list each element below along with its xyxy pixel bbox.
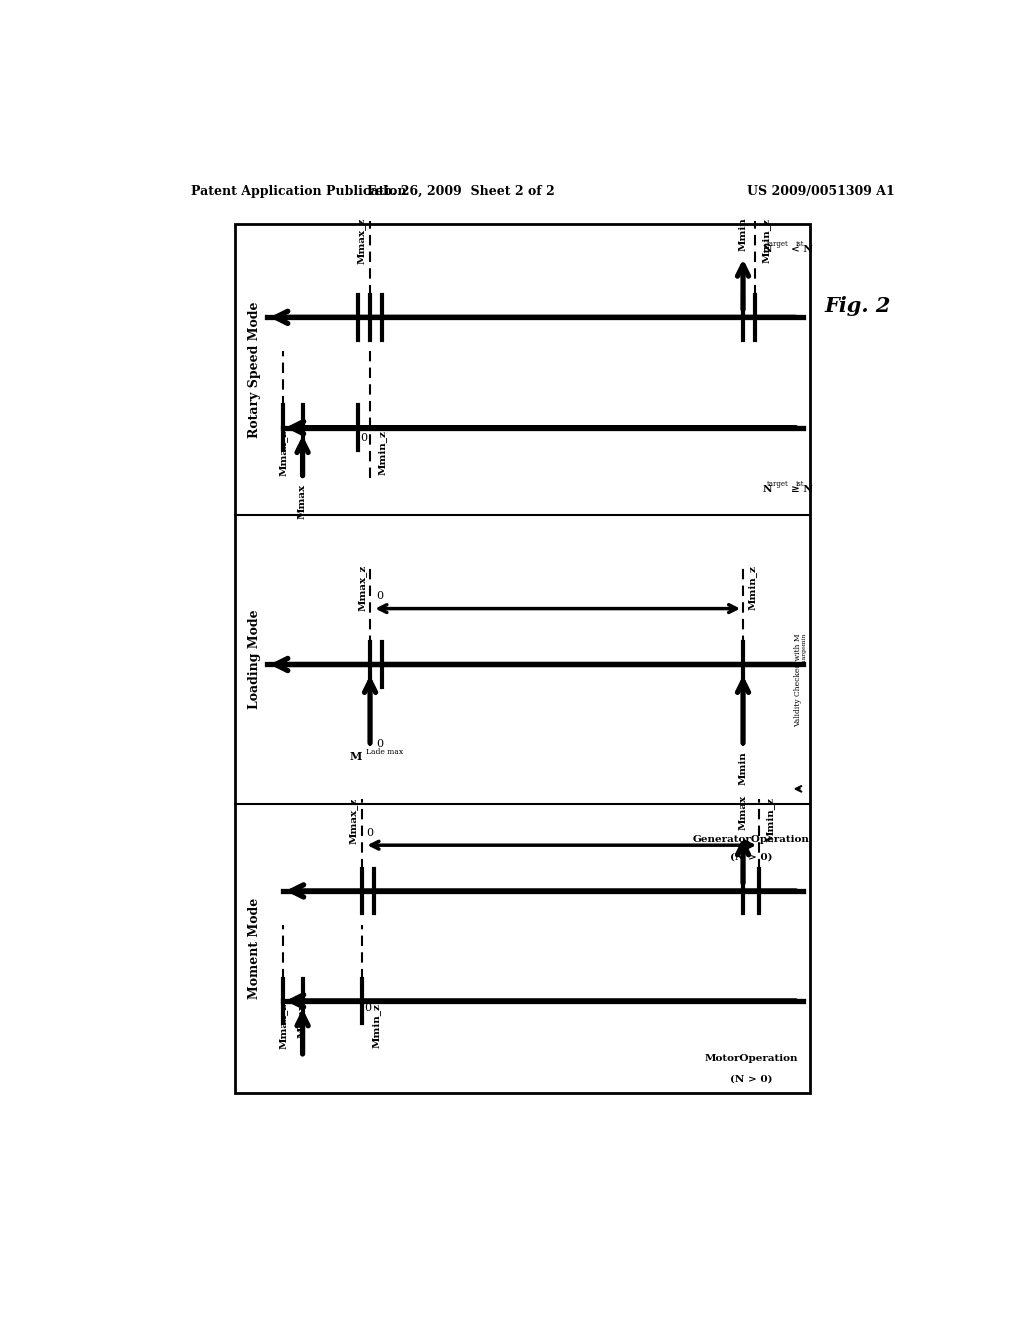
Text: Validity Checked with M: Validity Checked with M: [795, 632, 803, 726]
Text: Mmin: Mmin: [738, 218, 748, 251]
Text: 0: 0: [377, 591, 384, 602]
Text: M: M: [350, 751, 362, 762]
Text: 0: 0: [360, 433, 368, 442]
Text: Mmax_z: Mmax_z: [279, 1003, 288, 1049]
Text: Mmax: Mmax: [298, 1003, 307, 1038]
Text: 0: 0: [367, 828, 373, 838]
Text: < N: < N: [791, 244, 812, 253]
Text: 0: 0: [377, 739, 384, 748]
Bar: [236, 224, 811, 1093]
Text: chargemin: chargemin: [802, 632, 807, 665]
Text: 0: 0: [365, 1003, 372, 1012]
Text: Mmin_z: Mmin_z: [765, 797, 774, 842]
Text: Mmin_z: Mmin_z: [761, 218, 770, 263]
Text: target: target: [767, 480, 788, 488]
Text: MotorOperation: MotorOperation: [705, 1053, 798, 1063]
Text: Fig. 2: Fig. 2: [825, 296, 891, 315]
Text: Lade max: Lade max: [367, 748, 403, 756]
Text: Mmax: Mmax: [738, 795, 748, 830]
Text: Patent Application Publication: Patent Application Publication: [191, 185, 407, 198]
Text: GeneratorOperation: GeneratorOperation: [692, 834, 809, 843]
Text: Loading Mode: Loading Mode: [249, 610, 261, 709]
Text: ist: ist: [797, 240, 805, 248]
Text: target: target: [767, 240, 788, 248]
Text: Mmin: Mmin: [738, 751, 748, 784]
Text: Mmax_z: Mmax_z: [349, 797, 358, 843]
Text: US 2009/0051309 A1: US 2009/0051309 A1: [748, 185, 895, 198]
Text: Moment Mode: Moment Mode: [249, 898, 261, 999]
Text: ≥ N: ≥ N: [791, 486, 812, 495]
Text: Feb. 26, 2009  Sheet 2 of 2: Feb. 26, 2009 Sheet 2 of 2: [368, 185, 555, 198]
Text: Mmin_z: Mmin_z: [378, 430, 387, 475]
Text: (N > 0): (N > 0): [730, 853, 772, 862]
Text: Rotary Speed Mode: Rotary Speed Mode: [249, 301, 261, 438]
Text: ist: ist: [797, 480, 805, 488]
Text: Mmin_z: Mmin_z: [372, 1003, 381, 1048]
Text: N: N: [763, 486, 772, 495]
Text: N: N: [763, 244, 772, 253]
Text: Mmax: Mmax: [298, 483, 307, 519]
Text: Mmax_z: Mmax_z: [357, 218, 367, 264]
Text: Mmax_z: Mmax_z: [279, 430, 288, 477]
Text: Mmax_z: Mmax_z: [357, 565, 367, 611]
Text: (N > 0): (N > 0): [730, 1074, 772, 1084]
Text: Mmin_z: Mmin_z: [748, 565, 757, 610]
